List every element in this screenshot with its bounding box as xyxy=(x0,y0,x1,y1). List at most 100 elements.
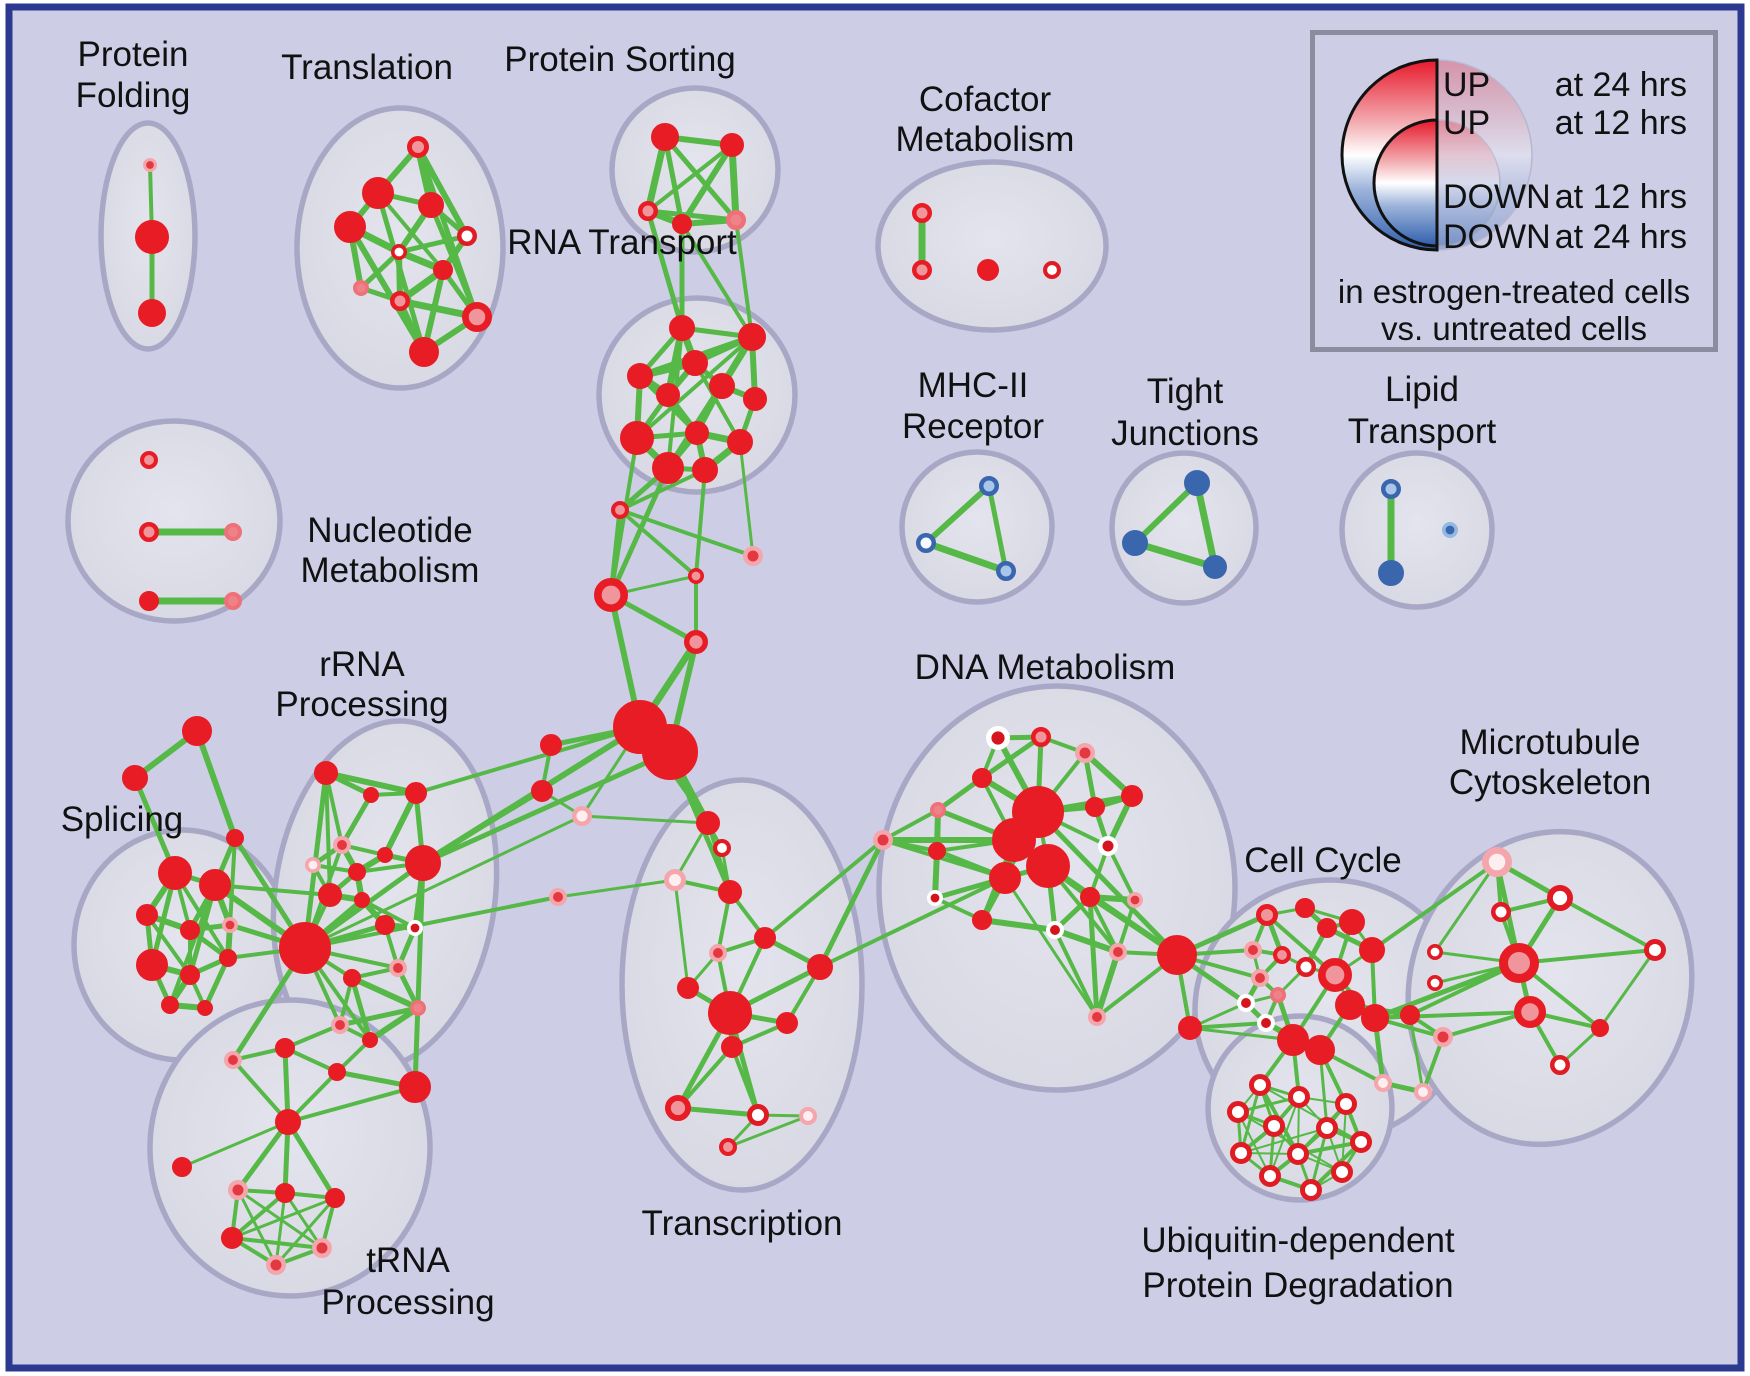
legend-up12-time: at 12 hrs xyxy=(1554,103,1687,142)
node-ub-7 xyxy=(1229,1141,1252,1164)
node-dm-15 xyxy=(1046,921,1065,940)
cluster-bubble-nm xyxy=(65,418,283,624)
edge-rt-hb xyxy=(618,468,707,512)
edge-hb-rr xyxy=(414,725,642,795)
node-mt-1 xyxy=(1547,884,1574,911)
node-tr2-3 xyxy=(228,1180,248,1200)
node-tr2-5 xyxy=(325,1188,345,1208)
cluster-labels: Protein Folding Translation Protein Sorting… xyxy=(61,35,1651,1322)
node-cc-10 xyxy=(1270,986,1287,1003)
node-tl-0 xyxy=(407,136,430,159)
edge-hb-rr xyxy=(303,814,584,950)
node-hb-8 xyxy=(530,779,553,802)
node-tl-7 xyxy=(352,279,369,296)
edge-sp xyxy=(202,955,231,1011)
cluster-label-line: Microtubule xyxy=(1460,723,1641,762)
node-rt-9 xyxy=(726,428,753,455)
edge-dm xyxy=(1003,876,1099,1019)
cluster-label-line: Protein xyxy=(78,35,189,74)
cluster-label-line: Transcription xyxy=(642,1204,843,1243)
node-rt-3 xyxy=(626,362,653,389)
edge-mt xyxy=(1598,948,1657,1030)
edge-rt-hb xyxy=(694,468,707,578)
node-tx-10 xyxy=(720,1035,743,1058)
node-rr-4 xyxy=(304,856,321,873)
edge-tr2 xyxy=(285,1119,338,1201)
edge-tl xyxy=(396,233,470,255)
edge-tl xyxy=(415,144,470,239)
edge-mh xyxy=(922,539,1010,575)
edge-ps-rt xyxy=(645,208,685,331)
edge-hb-tx xyxy=(556,878,677,899)
cluster-label-line: rRNA xyxy=(319,645,405,684)
node-rr-2 xyxy=(405,781,428,804)
node-ub-2 xyxy=(1334,1092,1357,1115)
cluster-label-line: Processing xyxy=(275,685,448,724)
node-rt-2 xyxy=(681,349,708,376)
node-hb-9 xyxy=(572,806,592,826)
node-cf-0 xyxy=(912,203,932,223)
edge-rr xyxy=(323,770,419,796)
cluster-label-line: Junctions xyxy=(1111,414,1259,453)
cluster-label-nm: Nucleotide Metabolism xyxy=(301,511,480,590)
edge-tx-dm xyxy=(818,876,1007,969)
node-tx-12 xyxy=(746,1103,769,1126)
node-hb-7 xyxy=(539,733,562,756)
edge-tx-hb xyxy=(763,838,885,940)
edge-tr2 xyxy=(231,1058,290,1124)
node-rt-5 xyxy=(656,383,681,408)
node-dm-18 xyxy=(1088,1008,1107,1027)
edge-ub xyxy=(1239,1083,1262,1155)
node-nm-3 xyxy=(139,591,159,611)
edge-rr xyxy=(382,790,419,858)
edge-dm xyxy=(1053,928,1099,1019)
edge-hb-tx xyxy=(580,814,710,825)
node-tl-9 xyxy=(462,302,492,332)
node-cc-13 xyxy=(1317,958,1352,993)
node-tx-8 xyxy=(806,953,833,980)
edge-hb xyxy=(618,508,755,558)
node-tr2-1 xyxy=(274,1109,301,1136)
edge-ps xyxy=(662,134,685,227)
node-dm-11 xyxy=(1098,836,1118,856)
node-rr-10 xyxy=(279,921,332,974)
edge-cc xyxy=(1188,1021,1268,1030)
legend-row-down12: DOWN at 12 hrs xyxy=(1315,177,1713,217)
legend-caption-line1: in estrogen-treated cells xyxy=(1337,273,1691,310)
edge-tj xyxy=(1131,539,1219,571)
node-cc-6 xyxy=(1244,941,1263,960)
cluster-label-line: tRNA xyxy=(366,1241,450,1280)
node-tx-3 xyxy=(718,880,743,905)
legend-caption: in estrogen-treated cells vs. untreated … xyxy=(1315,273,1713,347)
node-cc-4 xyxy=(1339,908,1366,935)
node-cc-3 xyxy=(1317,918,1337,938)
edge-tl xyxy=(358,249,402,291)
edge-ps-rt xyxy=(680,222,754,339)
node-ub-10 xyxy=(1330,1160,1353,1183)
node-tx-13 xyxy=(799,1107,818,1126)
node-sp-6 xyxy=(180,965,200,985)
edge-hb xyxy=(194,728,238,841)
node-ub-3 xyxy=(1226,1100,1249,1123)
node-tx-6 xyxy=(676,976,699,999)
node-rr-3 xyxy=(332,836,351,855)
node-hb-1 xyxy=(743,546,763,566)
node-tl-5 xyxy=(390,244,407,261)
node-cc-15 xyxy=(1361,1004,1390,1033)
edge-mh xyxy=(986,483,1009,574)
node-sp-3 xyxy=(180,920,200,940)
node-sp-9 xyxy=(197,999,214,1016)
node-nm-0 xyxy=(139,450,158,469)
cluster-bubble-cf xyxy=(875,159,1109,333)
node-cc-2 xyxy=(1295,898,1315,918)
legend-row-up12: UP at 12 hrs xyxy=(1315,103,1713,143)
cluster-label-line: Metabolism xyxy=(896,120,1075,159)
node-tx-2 xyxy=(663,868,686,891)
edge-tx xyxy=(676,1045,734,1110)
node-hb-10 xyxy=(549,888,568,907)
edge-cc-mt xyxy=(1372,960,1522,1021)
node-tx-11 xyxy=(664,1095,691,1122)
edge-sp xyxy=(145,913,192,977)
edge-tr2 xyxy=(236,1188,278,1267)
edge-dm xyxy=(979,734,1044,781)
